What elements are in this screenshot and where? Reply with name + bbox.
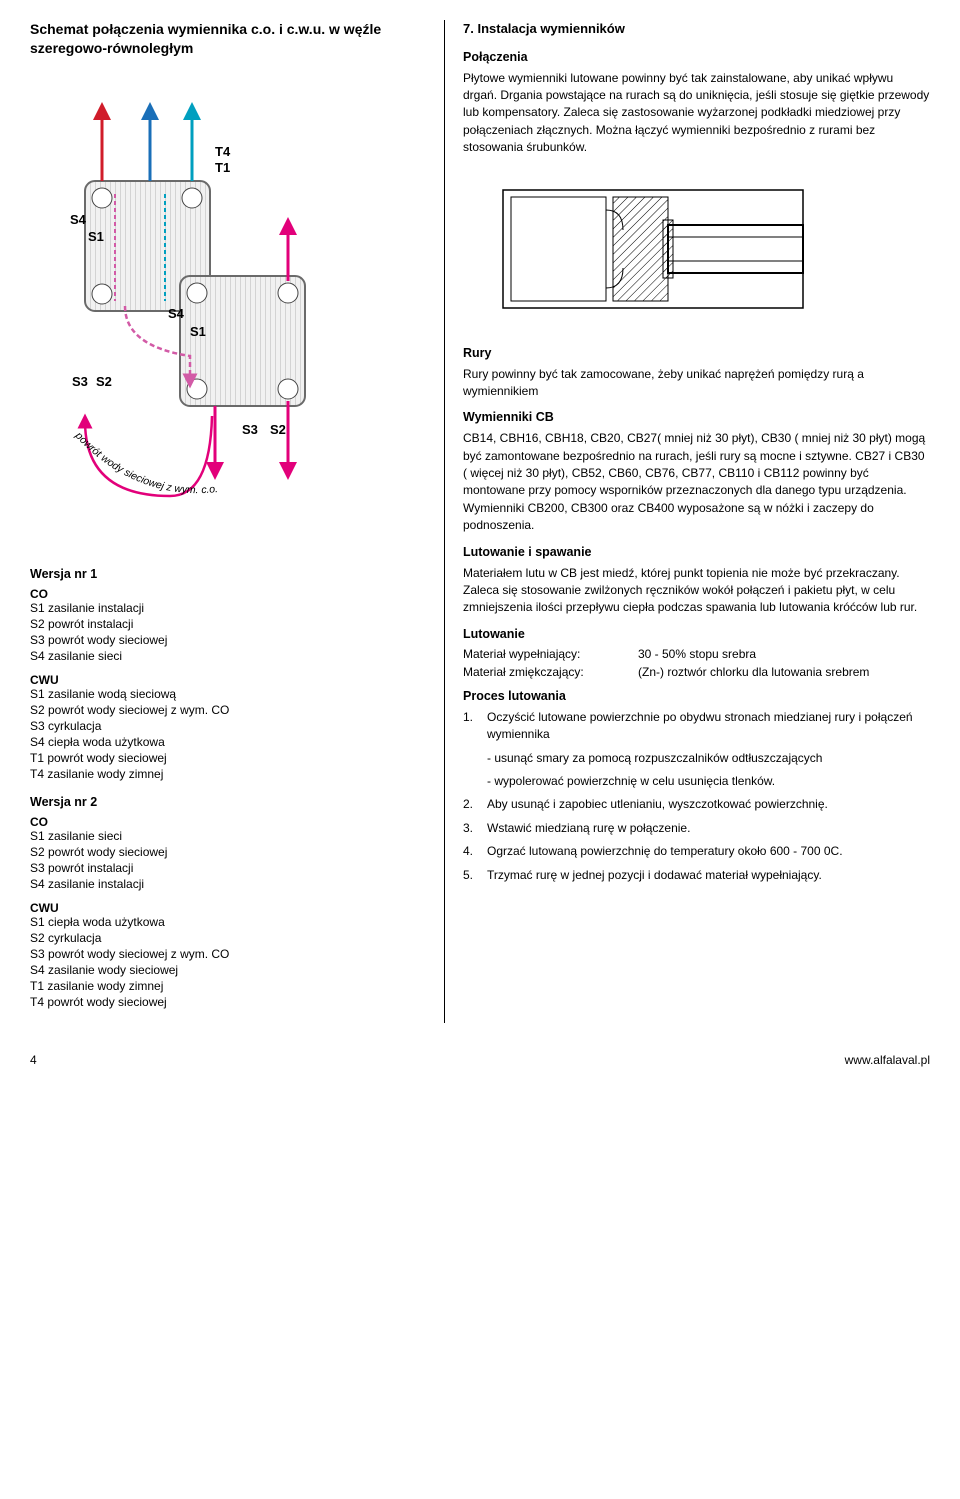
mat-fill-label: Materiał wypełniający: [463, 647, 638, 661]
list-item: S2 powrót wody sieciowej [30, 845, 426, 859]
mat-soft-label: Materiał zmiękczający: [463, 665, 638, 679]
list-item: S4 ciepła woda użytkowa [30, 735, 426, 749]
list-item: S4 zasilanie wody sieciowej [30, 963, 426, 977]
schematic-diagram: T4 T1 S4 S1 S4 S1 S3 S2 S3 S2 powrót wod… [30, 76, 426, 549]
conn-heading: Połączenia [463, 50, 930, 64]
cb-paragraph: CB14, CBH16, CBH18, CB20, CB27( mniej ni… [463, 430, 930, 534]
pipes-paragraph: Rury powinny być tak zamocowane, żeby un… [463, 366, 930, 401]
schematic-svg: T4 T1 S4 S1 S4 S1 S3 S2 S3 S2 powrót wod… [30, 76, 410, 546]
lower-exchanger [180, 276, 305, 406]
list-item: S3 cyrkulacja [30, 719, 426, 733]
mat-fill-value: 30 - 50% stopu srebra [638, 647, 930, 661]
list-item: S1 ciepła woda użytkowa [30, 915, 426, 929]
list-item: S3 powrót wody sieciowej [30, 633, 426, 647]
process-step: - wypolerować powierzchnię w celu usunię… [463, 773, 930, 790]
list-item: S4 zasilanie instalacji [30, 877, 426, 891]
cwu-label-1: CWU [30, 673, 59, 687]
process-step: 4.Ogrzać lutowaną powierzchnię do temper… [463, 843, 930, 860]
left-title: Schemat połączenia wymiennika c.o. i c.w… [30, 20, 426, 58]
cb-heading: Wymienniki CB [463, 410, 930, 424]
process-step: 2.Aby usunąć i zapobiec utlenianiu, wysz… [463, 796, 930, 813]
v2-heading: Wersja nr 2 [30, 795, 426, 809]
braze-heading: Lutowanie i spawanie [463, 545, 930, 559]
svg-text:S3: S3 [242, 422, 258, 437]
braze2-heading: Lutowanie [463, 627, 930, 641]
list-item: S2 cyrkulacja [30, 931, 426, 945]
list-item: S1 zasilanie instalacji [30, 601, 426, 615]
cwu-label-2: CWU [30, 901, 59, 915]
svg-text:S2: S2 [270, 422, 286, 437]
list-item: S2 powrót wody sieciowej z wym. CO [30, 703, 426, 717]
svg-text:S1: S1 [88, 229, 104, 244]
svg-text:S2: S2 [96, 374, 112, 389]
process-step: 1.Oczyścić lutowane powierzchnie po obyd… [463, 709, 930, 744]
list-item: S1 zasilanie sieci [30, 829, 426, 843]
process-step: 5.Trzymać rurę w jednej pozycji i dodawa… [463, 867, 930, 884]
list-item: T1 zasilanie wody zimnej [30, 979, 426, 993]
section-7-heading: 7. Instalacja wymienników [463, 20, 930, 38]
svg-text:S1: S1 [190, 324, 206, 339]
svg-text:S4: S4 [70, 212, 87, 227]
list-item: S3 powrót wody sieciowej z wym. CO [30, 947, 426, 961]
list-item: T4 powrót wody sieciowej [30, 995, 426, 1009]
svg-text:T4: T4 [215, 144, 231, 159]
list-item: T4 zasilanie wody zimnej [30, 767, 426, 781]
page-number: 4 [30, 1053, 37, 1067]
svg-text:T1: T1 [215, 160, 230, 175]
svg-text:S3: S3 [72, 374, 88, 389]
co-label-2: CO [30, 815, 48, 829]
conn-paragraph: Płytowe wymienniki lutowane powinny być … [463, 70, 930, 157]
list-item: S4 zasilanie sieci [30, 649, 426, 663]
footer-url: www.alfalaval.pl [845, 1053, 930, 1067]
list-item: S3 powrót instalacji [30, 861, 426, 875]
mat-soft-value: (Zn-) roztwór chlorku dla lutowania sreb… [638, 665, 930, 679]
process-heading: Proces lutowania [463, 689, 930, 703]
list-item: T1 powrót wody sieciowej [30, 751, 426, 765]
joint-diagram [463, 175, 930, 328]
braze-paragraph: Materiałem lutu w CB jest miedź, której … [463, 565, 930, 617]
process-step: 3.Wstawić miedzianą rurę w połączenie. [463, 820, 930, 837]
pipes-heading: Rury [463, 346, 930, 360]
co-label-1: CO [30, 587, 48, 601]
v1-heading: Wersja nr 1 [30, 567, 426, 581]
list-item: S1 zasilanie wodą sieciową [30, 687, 426, 701]
svg-text:S4: S4 [168, 306, 185, 321]
list-item: S2 powrót instalacji [30, 617, 426, 631]
process-step: - usunąć smary za pomocą rozpuszczalnikó… [463, 750, 930, 767]
